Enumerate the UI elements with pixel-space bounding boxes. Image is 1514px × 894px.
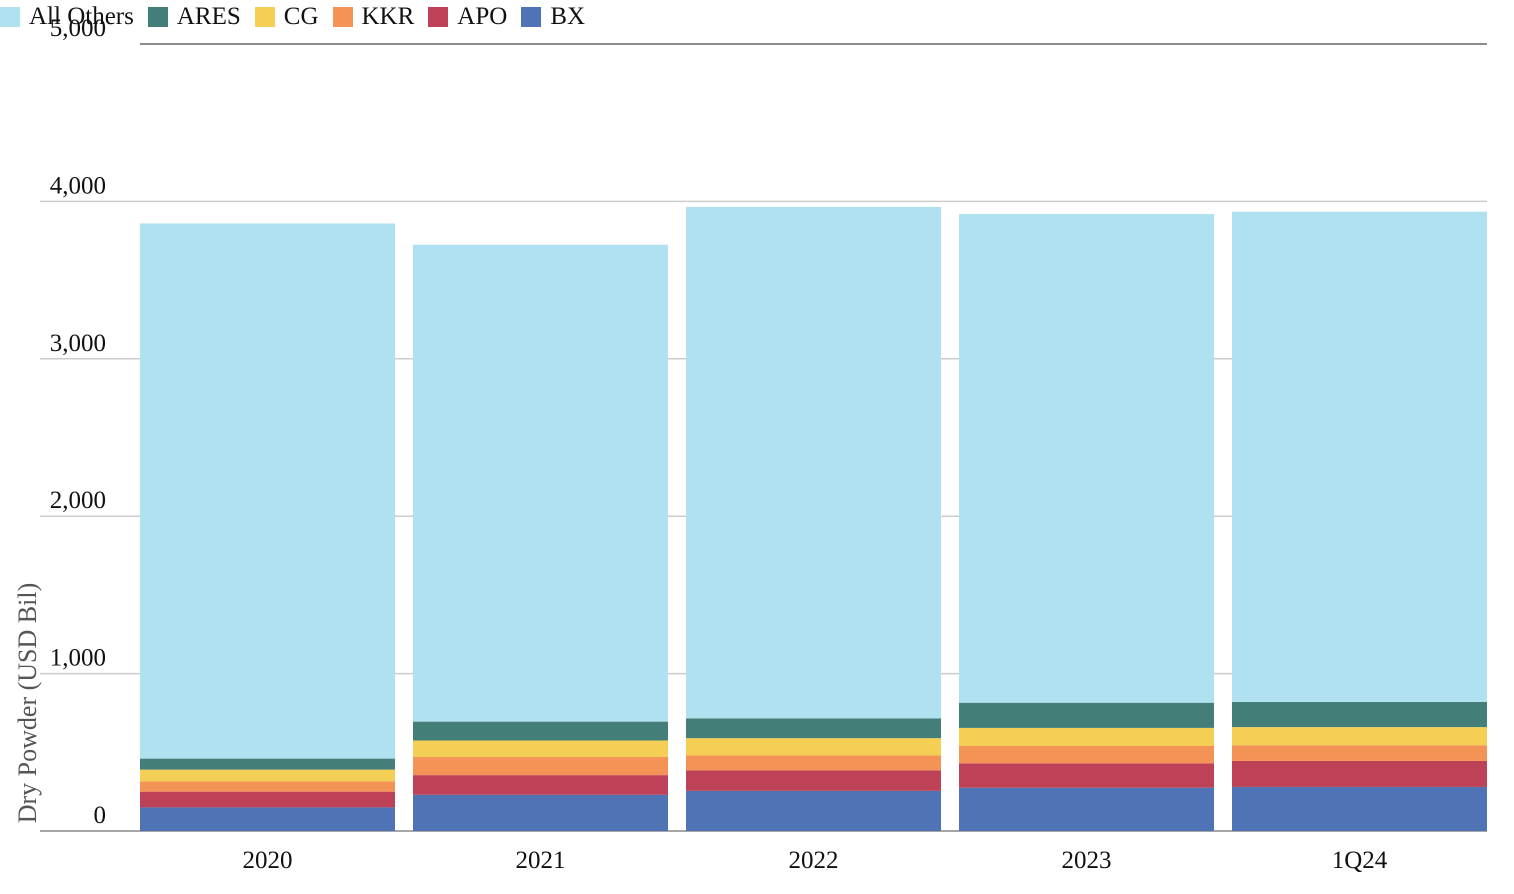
legend-swatch: [332, 7, 353, 27]
bar-cg-2020: [140, 769, 395, 782]
legend-item-kkr: KKR: [332, 3, 415, 31]
bar-bx-2023: [959, 787, 1214, 831]
bar-stack-2022: [686, 206, 941, 831]
bar-all-others-1q24: [1232, 211, 1487, 702]
legend-swatch: [521, 7, 542, 27]
bar-all-others-2020: [140, 223, 395, 759]
x-tick-label: 1Q24: [1332, 847, 1388, 874]
y-tick-label: 0: [94, 802, 107, 829]
legend-label: CG: [283, 3, 319, 30]
bar-apo-1q24: [1232, 760, 1487, 787]
x-tick-labels: 2020 2021 2022 2023 1Q24: [243, 847, 1388, 874]
legend-item-ares: ARES: [147, 3, 241, 31]
bar-cg-2022: [686, 738, 941, 756]
bar-cg-1q24: [1232, 727, 1487, 746]
bar-cg-2021: [413, 740, 668, 758]
x-tick-label: 2020: [243, 847, 293, 874]
y-axis-title: Dry Powder (USD Bil): [13, 583, 42, 824]
legend-item-cg: CG: [254, 3, 319, 31]
bar-stack-2020: [140, 223, 395, 831]
bar-all-others-2023: [959, 213, 1214, 703]
legend-item-all-others: All Others: [0, 3, 134, 31]
legend-label: KKR: [361, 3, 415, 30]
legend-item-apo: APO: [428, 3, 507, 31]
x-tick-label: 2023: [1062, 847, 1112, 874]
y-tick-label: 5,000: [50, 15, 106, 42]
legend-label: APO: [457, 3, 508, 30]
bar-ares-2021: [413, 721, 668, 741]
bar-apo-2023: [959, 763, 1214, 788]
y-tick-label: 4,000: [50, 172, 106, 199]
bar-cg-2023: [959, 727, 1214, 747]
y-tick-label: 1,000: [50, 645, 106, 672]
y-tick-label: 3,000: [50, 330, 106, 357]
bar-bx-1q24: [1232, 786, 1487, 831]
bar-bx-2022: [686, 790, 941, 831]
bar-all-others-2022: [686, 206, 941, 719]
bars: [140, 206, 1487, 831]
chart-legend: All Others ARES CG KKR APO BX: [0, 0, 599, 34]
legend-swatch: [147, 7, 168, 27]
bar-stack-2021: [413, 244, 668, 831]
x-tick-label: 2021: [516, 847, 566, 874]
bar-apo-2020: [140, 791, 395, 808]
bar-apo-2021: [413, 775, 668, 795]
bar-apo-2022: [686, 770, 941, 791]
x-tick-label: 2022: [789, 847, 839, 874]
bar-ares-2020: [140, 758, 395, 770]
bar-ares-2023: [959, 702, 1214, 728]
bar-ares-2022: [686, 718, 941, 739]
bar-ares-1q24: [1232, 701, 1487, 728]
legend-item-bx: BX: [521, 3, 585, 31]
legend-label: BX: [550, 3, 586, 30]
y-tick-label: 2,000: [50, 487, 106, 514]
bar-bx-2021: [413, 794, 668, 831]
bar-kkr-2022: [686, 755, 941, 771]
legend-swatch: [0, 7, 20, 27]
legend-swatch: [254, 7, 275, 27]
bar-kkr-2021: [413, 757, 668, 776]
bar-kkr-2020: [140, 781, 395, 792]
bar-kkr-2023: [959, 746, 1214, 764]
bar-all-others-2021: [413, 244, 668, 722]
bar-bx-2020: [140, 807, 395, 831]
legend-label: All Others: [29, 3, 134, 30]
bar-stack-2023: [959, 213, 1214, 831]
legend-swatch: [428, 7, 449, 27]
legend-label: ARES: [176, 3, 241, 30]
y-tick-labels: 0 1,000 2,000 3,000 4,000 5,000: [50, 15, 106, 829]
bar-stack-1q24: [1232, 211, 1487, 831]
bar-kkr-1q24: [1232, 745, 1487, 761]
